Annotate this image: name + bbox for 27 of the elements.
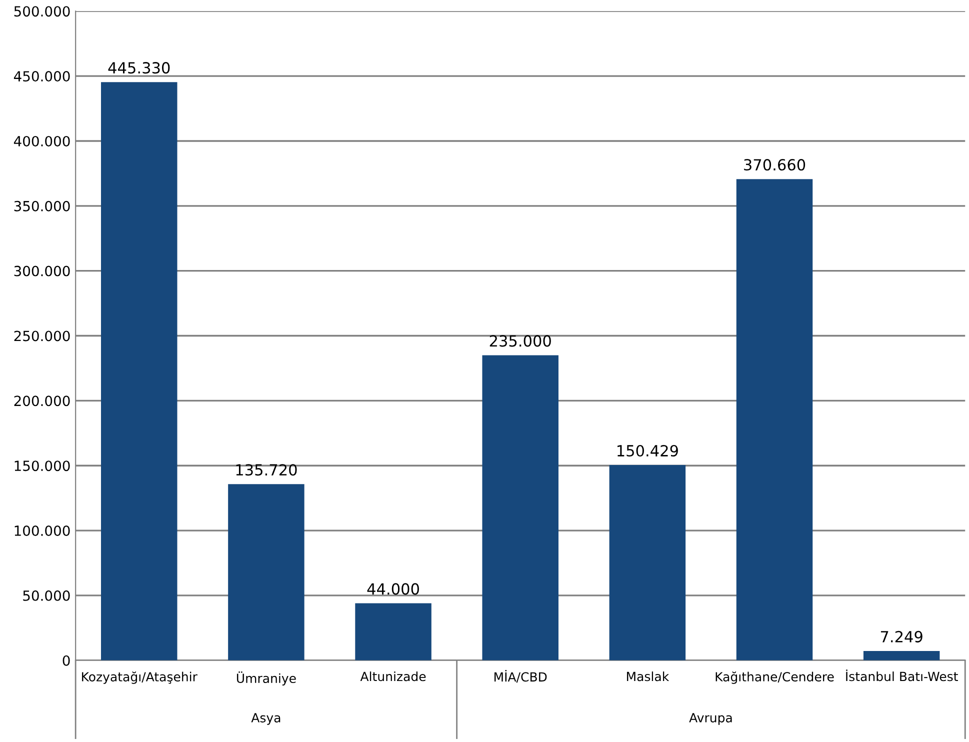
data-label: 235.000 xyxy=(490,335,551,347)
y-tick-label: 200.000 xyxy=(14,396,70,406)
text: Asya xyxy=(251,713,280,725)
x-tick-label: Maslak xyxy=(626,671,670,682)
data-label: 445.330 xyxy=(108,62,170,74)
x-tick-label: MİA/CBD xyxy=(494,670,547,683)
x-tick-label: Ümraniye xyxy=(236,671,296,686)
y-tick-label: 400.000 xyxy=(14,136,70,146)
data-label: 44.000 xyxy=(367,583,419,595)
x-tick-label: İstanbul Batı-West xyxy=(846,670,958,682)
y-tick-label: 350.000 xyxy=(14,200,70,212)
x-tick-label: Kozyatağı/Ataşehir xyxy=(82,671,198,684)
x-tick-label: Altunizade xyxy=(360,671,426,682)
data-label: 135.720 xyxy=(236,464,297,476)
y-tick-label: 100.000 xyxy=(14,526,70,536)
x-tick-label: Kağıthane/Cendere xyxy=(716,671,834,684)
data-label: 370.660 xyxy=(744,159,806,171)
y-tick-label: 150.000 xyxy=(14,460,70,472)
y-tick-label: 250.000 xyxy=(14,330,70,342)
y-tick-label: 450.000 xyxy=(14,71,70,82)
data-label: 150.429 xyxy=(618,444,678,457)
y-tick-label: 500.000 xyxy=(14,6,70,17)
text: Avrupa xyxy=(689,713,732,725)
y-tick-label: 300.000 xyxy=(14,266,70,276)
data-label: 7.249 xyxy=(880,630,922,642)
y-tick-label: 50.000 xyxy=(23,590,70,601)
y-tick-label: 0 xyxy=(62,655,70,666)
